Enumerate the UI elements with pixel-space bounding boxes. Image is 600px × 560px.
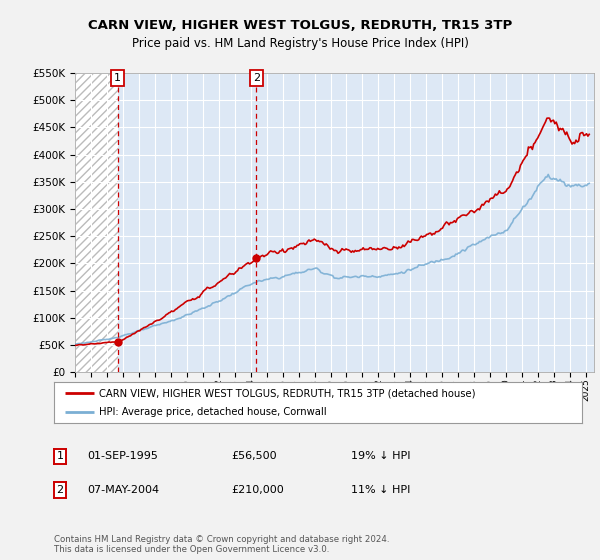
Text: 07-MAY-2004: 07-MAY-2004 (87, 485, 159, 495)
Text: CARN VIEW, HIGHER WEST TOLGUS, REDRUTH, TR15 3TP (detached house): CARN VIEW, HIGHER WEST TOLGUS, REDRUTH, … (99, 389, 475, 398)
Text: 2: 2 (56, 485, 64, 495)
Text: 01-SEP-1995: 01-SEP-1995 (87, 451, 158, 461)
Text: £210,000: £210,000 (231, 485, 284, 495)
Text: 1: 1 (56, 451, 64, 461)
Text: CARN VIEW, HIGHER WEST TOLGUS, REDRUTH, TR15 3TP: CARN VIEW, HIGHER WEST TOLGUS, REDRUTH, … (88, 18, 512, 32)
Text: 19% ↓ HPI: 19% ↓ HPI (351, 451, 410, 461)
Text: Price paid vs. HM Land Registry's House Price Index (HPI): Price paid vs. HM Land Registry's House … (131, 36, 469, 50)
Text: 1: 1 (114, 73, 121, 83)
Text: 11% ↓ HPI: 11% ↓ HPI (351, 485, 410, 495)
Text: £56,500: £56,500 (231, 451, 277, 461)
Text: HPI: Average price, detached house, Cornwall: HPI: Average price, detached house, Corn… (99, 407, 326, 417)
Text: 2: 2 (253, 73, 260, 83)
Text: Contains HM Land Registry data © Crown copyright and database right 2024.
This d: Contains HM Land Registry data © Crown c… (54, 535, 389, 554)
